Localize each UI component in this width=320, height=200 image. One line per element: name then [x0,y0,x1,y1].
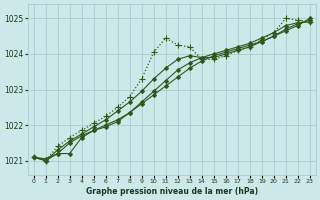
X-axis label: Graphe pression niveau de la mer (hPa): Graphe pression niveau de la mer (hPa) [86,187,258,196]
